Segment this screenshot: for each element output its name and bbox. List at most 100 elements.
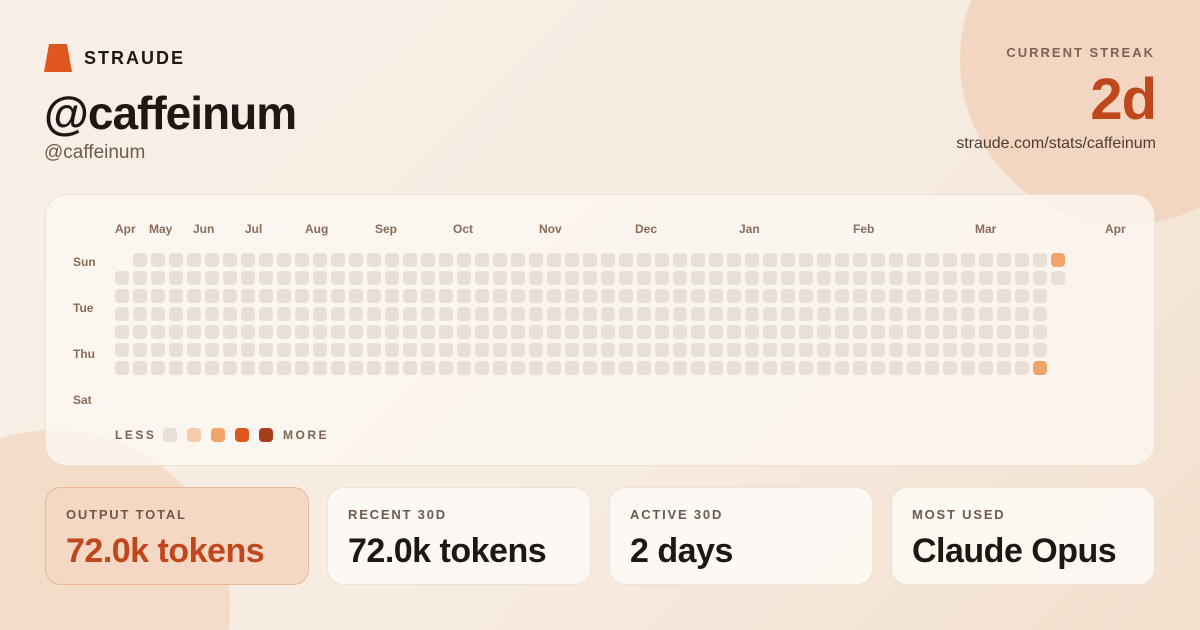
heatmap-cell [835,289,849,303]
heatmap-cell [709,289,723,303]
heatmap-cell [547,343,561,357]
heatmap-cell [151,361,165,375]
heatmap-cell [223,325,237,339]
heatmap-cell [457,361,471,375]
heatmap-cell [223,289,237,303]
heatmap-cell [835,271,849,285]
stat-label: ACTIVE 30D [630,507,724,522]
heatmap-cell [511,271,525,285]
heatmap-cell [259,361,273,375]
heatmap-cell [367,343,381,357]
heatmap-cell [421,271,435,285]
heatmap-cell [655,343,669,357]
heatmap-cell [385,325,399,339]
heatmap-cell [133,289,147,303]
heatmap-cell [151,253,165,267]
straude-logo-icon [44,44,72,72]
heatmap-cell [889,253,903,267]
heatmap-cell [853,343,867,357]
heatmap-cell [601,271,615,285]
heatmap-cell [763,271,777,285]
heatmap-cell [637,289,651,303]
stat-card-most-used: MOST USED Claude Opus [891,487,1155,585]
heatmap-cell [763,307,777,321]
heatmap-cell [997,289,1011,303]
heatmap-cell [943,307,957,321]
heatmap-cell [727,271,741,285]
heatmap-cell [583,289,597,303]
heatmap-cell [331,289,345,303]
heatmap-cell [997,361,1011,375]
heatmap-cell [241,361,255,375]
heatmap-cell [997,343,1011,357]
heatmap-cell [889,307,903,321]
heatmap-cell [385,307,399,321]
heatmap-cell [529,289,543,303]
heatmap-cell [781,343,795,357]
heatmap-cell [169,271,183,285]
heatmap-cell [817,271,831,285]
month-label: Aug [305,222,329,236]
heatmap-cell [709,307,723,321]
heatmap-cell [277,361,291,375]
heatmap-cell [385,289,399,303]
heatmap-cell [979,271,993,285]
heatmap-cell [241,325,255,339]
heatmap-cell [295,253,309,267]
heatmap-cell [673,271,687,285]
heatmap-cell [979,361,993,375]
heatmap-cell [727,253,741,267]
heatmap-cell [691,271,705,285]
heatmap-cell [601,343,615,357]
month-label: Oct [453,222,474,236]
heatmap-cell [547,325,561,339]
heatmap-cell [871,325,885,339]
heatmap-cell [403,343,417,357]
heatmap-cell [1033,271,1047,285]
heatmap-cell [223,271,237,285]
heatmap-cell [457,289,471,303]
heatmap-cell [367,325,381,339]
heatmap-cell [1033,361,1047,375]
heatmap-cell [835,253,849,267]
heatmap-cell [187,361,201,375]
heatmap-cell [259,307,273,321]
heatmap-cell [115,343,129,357]
legend-swatch [235,428,249,442]
legend-less: LESS [115,428,157,442]
heatmap-cell [169,361,183,375]
heatmap-cell [349,343,363,357]
legend-swatch [187,428,201,442]
heatmap-cell [403,361,417,375]
stat-value: 72.0k tokens [66,532,265,570]
heatmap-cell [151,289,165,303]
heatmap-cell [529,325,543,339]
heatmap-cell [853,325,867,339]
heatmap-cell [331,325,345,339]
heatmap-cell [691,343,705,357]
heatmap-cell [943,361,957,375]
stat-card-output-total: OUTPUT TOTAL 72.0k tokens [45,487,309,585]
heatmap-cell [187,253,201,267]
heatmap-cell [727,289,741,303]
profile-handle: @caffeinum [44,142,146,163]
heatmap-cell [853,253,867,267]
heatmap-cell [619,271,633,285]
heatmap-cell [403,253,417,267]
heatmap-cell [223,253,237,267]
heatmap-cell [277,289,291,303]
heatmap-cell [871,271,885,285]
heatmap-cell [187,271,201,285]
heatmap-cell [385,271,399,285]
heatmap-cell [1033,343,1047,357]
heatmap-cell [439,325,453,339]
heatmap-cell [493,325,507,339]
heatmap-cell [295,343,309,357]
month-label: Feb [853,222,875,236]
heatmap-cell [817,307,831,321]
heatmap-cell [691,325,705,339]
stat-card-recent-30d: RECENT 30D 72.0k tokens [327,487,591,585]
heatmap-cell [493,361,507,375]
heatmap-cell [457,325,471,339]
heatmap-cell [1015,253,1029,267]
